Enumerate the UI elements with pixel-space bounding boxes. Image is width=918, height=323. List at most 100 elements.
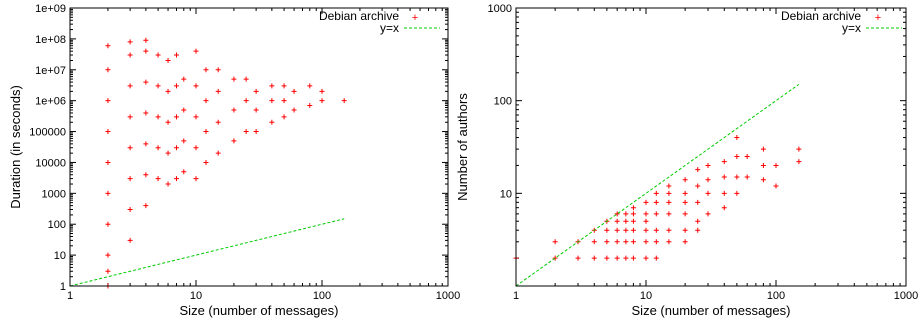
data-point [773,162,779,168]
data-point [127,206,133,212]
data-point [243,98,249,104]
y-tick-label: 1000 [488,3,512,15]
data-point [666,199,672,205]
data-point [203,129,209,135]
data-point [181,107,187,113]
data-point [215,67,221,73]
data-point [291,107,297,113]
data-point [643,239,649,245]
data-point [127,39,133,45]
data-point [127,83,133,89]
legend-label-reference-right: y=x [842,21,861,35]
data-point [155,145,161,151]
data-point [623,218,629,224]
data-point [653,190,659,196]
data-point [181,169,187,175]
legend-marker-series-right: + [875,12,881,24]
data-point [682,239,688,245]
data-point [203,98,209,104]
data-point [734,190,740,196]
data-point [105,43,111,49]
data-point [734,153,740,159]
data-point [243,129,249,135]
data-point [614,255,620,261]
data-point [796,159,802,165]
data-point [705,190,711,196]
data-point [269,119,275,125]
data-point [734,135,740,141]
y-tick-label: 1e+06 [35,96,66,108]
data-point [643,211,649,217]
reference-line-left [69,218,345,287]
data-point [630,239,636,245]
grid-and-ticks-left: 1 10 100 1000 1 10 100 1000 10000 100000 1e+06 1e+0… [29,3,460,302]
data-point [253,129,259,135]
data-point [269,83,275,89]
data-point [231,107,237,113]
data-point [630,218,636,224]
data-point [604,255,610,261]
data-point [253,88,259,94]
data-point [643,255,649,261]
data-point [127,176,133,182]
plot-frame-left [69,7,449,287]
data-point [591,255,597,261]
data-point [614,218,620,224]
data-point [193,48,199,54]
data-point [695,167,701,173]
data-point [643,227,649,233]
y-axis-label-left: Duration (in seconds) [8,85,23,209]
data-point [773,183,779,189]
data-point [623,255,629,261]
data-point [760,177,766,183]
data-point [682,199,688,205]
data-point [552,239,558,245]
data-point [666,227,672,233]
data-point [155,52,161,58]
data-point [165,88,171,94]
data-point [165,57,171,63]
data-point [307,83,313,89]
reference-line-right [515,83,800,287]
data-point [105,221,111,227]
data-point [105,190,111,196]
y-tick-label: 1 [60,281,66,293]
data-point [614,239,620,245]
data-point [705,211,711,217]
series-points-right [513,135,802,261]
data-point [105,268,111,274]
data-point [760,162,766,168]
data-point [269,98,275,104]
data-point [193,114,199,120]
data-point [181,138,187,144]
data-point [307,102,313,108]
data-point [744,153,750,159]
data-point [666,183,672,189]
data-point [281,83,287,89]
chart-duration: 1 10 100 1000 1 10 100 1000 10000 100000 1e+06 1e+0… [8,3,460,318]
data-point [760,146,766,152]
plot-frame-right [515,7,907,287]
data-point [614,211,620,217]
data-point [165,181,171,187]
data-point [319,88,325,94]
y-tick-label: 10000 [35,157,66,169]
legend-right: Debian archive + y=x [781,9,902,35]
data-point [653,199,659,205]
x-tick-label: 1000 [894,290,918,302]
data-point [666,239,672,245]
data-point [281,98,287,104]
data-point [127,52,133,58]
y-tick-label: 1e+07 [35,65,66,77]
data-point [695,227,701,233]
x-axis-label-right: Size (number of messages) [632,303,791,318]
data-point [193,176,199,182]
data-point [165,119,171,125]
data-point [105,98,111,104]
data-point [155,176,161,182]
legend-left: Debian archive + y=x [319,9,440,35]
data-point [215,88,221,94]
data-point [682,190,688,196]
data-point [604,227,610,233]
